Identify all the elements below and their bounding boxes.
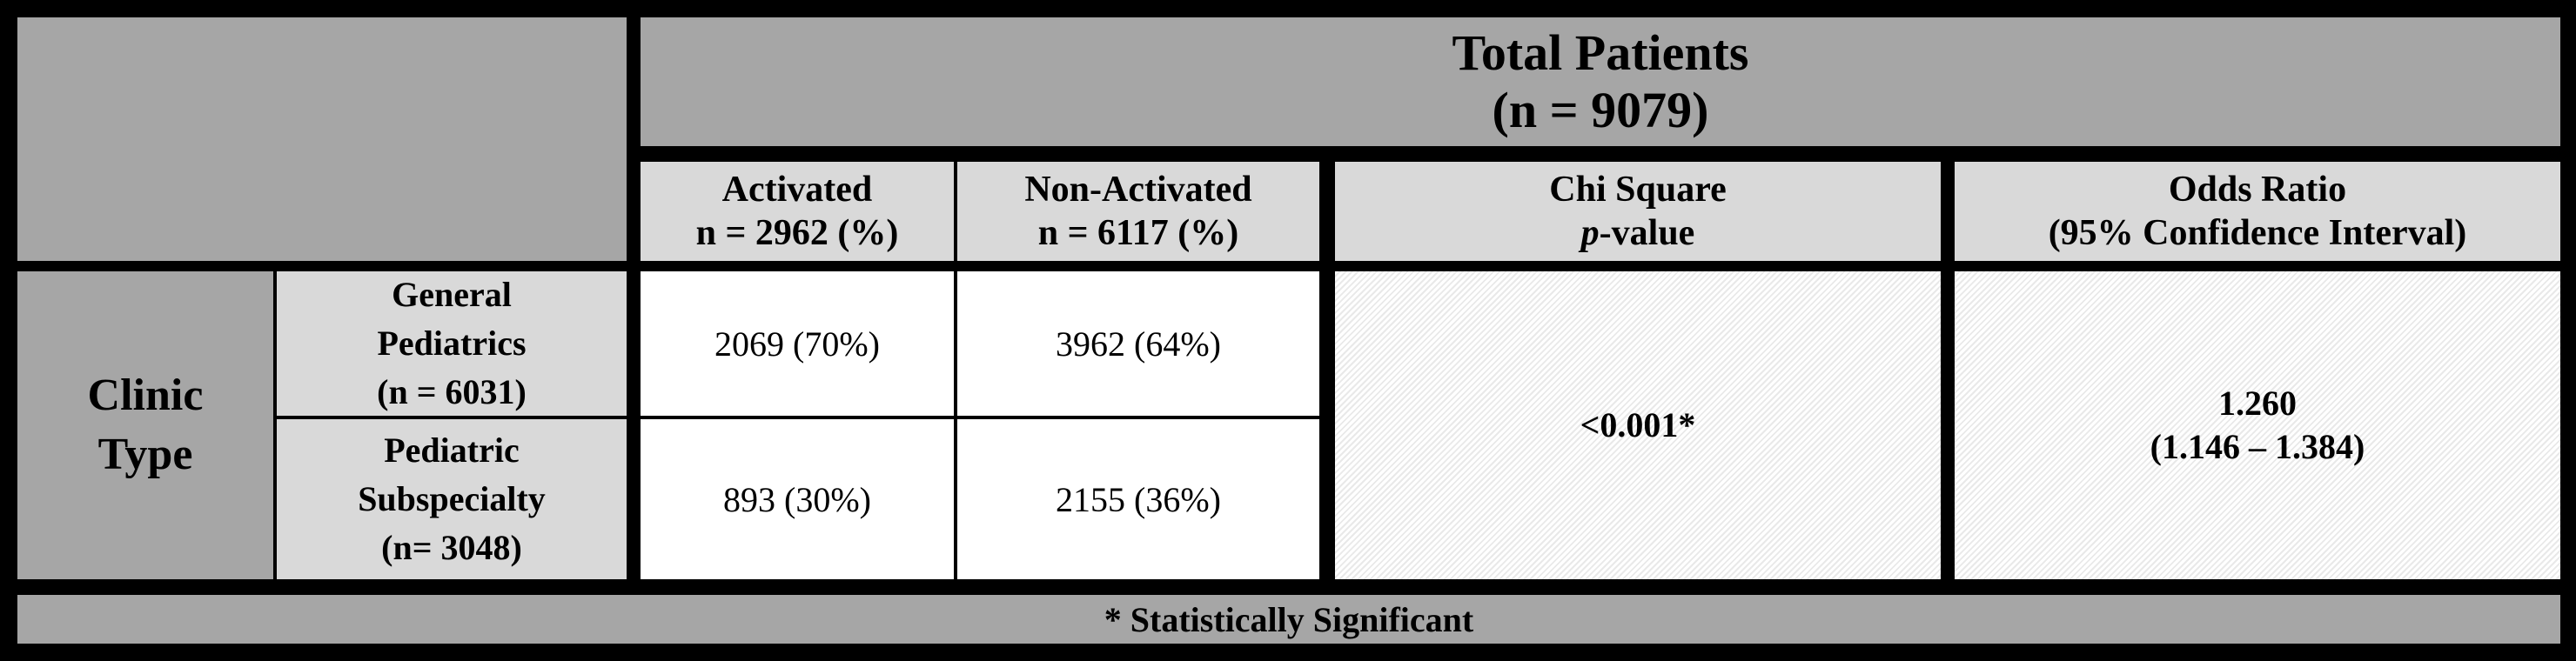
pediatric-subspecialty-line1: Pediatric — [384, 431, 520, 470]
activated-header-label: Activated — [721, 170, 873, 210]
pediatric-subspecialty-line2: Subspecialty — [358, 479, 546, 518]
cell-odds-ratio-value: 1.260 (1.146 – 1.384) — [1955, 271, 2560, 579]
clinic-type-line1: Clinic — [87, 371, 204, 420]
row-header-pediatric-subspecialty: Pediatric Subspecialty (n= 3048) — [277, 419, 627, 579]
column-header-chi-square: Chi Square p-value — [1335, 162, 1941, 261]
general-pediatrics-line2: Pediatrics — [377, 324, 527, 363]
clinic-type-line2: Type — [97, 430, 193, 479]
p-value-header-label: p-value — [1580, 213, 1695, 253]
column-header-activated: Activated n = 2962 (%) — [641, 162, 954, 261]
subspecialty-activated-value: 893 (30%) — [723, 479, 871, 519]
cell-chi-square-value: <0.001* — [1335, 271, 1941, 579]
general-pediatrics-line1: General — [392, 275, 512, 314]
chi-square-p-value: <0.001* — [1580, 405, 1696, 444]
total-patients-header: Total Patients (n = 9079) — [641, 17, 2560, 146]
statistically-significant-note: * Statistically Significant — [1104, 599, 1474, 639]
cell-subspecialty-activated: 893 (30%) — [641, 419, 954, 579]
activated-header-count: n = 2962 (%) — [695, 213, 899, 253]
cell-subspecialty-non-activated: 2155 (36%) — [957, 419, 1319, 579]
cell-general-activated: 2069 (70%) — [641, 271, 954, 416]
general-activated-value: 2069 (70%) — [714, 324, 880, 364]
non-activated-header-count: n = 6117 (%) — [1037, 213, 1239, 253]
total-patients-title: Total Patients — [1452, 24, 1749, 81]
odds-ratio-header-label: Odds Ratio — [2168, 170, 2347, 210]
row-header-general-pediatrics: General Pediatrics (n = 6031) — [277, 271, 627, 416]
corner-header-cell — [17, 17, 627, 261]
column-header-non-activated: Non-Activated n = 6117 (%) — [957, 162, 1319, 261]
general-non-activated-value: 3962 (64%) — [1056, 324, 1221, 364]
non-activated-header-label: Non-Activated — [1024, 170, 1252, 210]
subspecialty-non-activated-value: 2155 (36%) — [1056, 479, 1221, 519]
column-header-odds-ratio: Odds Ratio (95% Confidence Interval) — [1955, 162, 2560, 261]
total-patients-count: (n = 9079) — [1492, 82, 1709, 138]
confidence-interval-header-label: (95% Confidence Interval) — [2048, 213, 2467, 253]
cell-general-non-activated: 3962 (64%) — [957, 271, 1319, 416]
odds-ratio-value: 1.260 — [2217, 384, 2297, 423]
general-pediatrics-count: (n = 6031) — [377, 372, 527, 411]
clinic-type-label: Clinic Type — [17, 271, 273, 579]
odds-ratio-confidence-interval: (1.146 – 1.384) — [2150, 427, 2365, 466]
pediatric-subspecialty-count: (n= 3048) — [381, 528, 522, 567]
chi-square-header-label: Chi Square — [1549, 170, 1727, 210]
footnote-row: * Statistically Significant — [17, 595, 2560, 644]
